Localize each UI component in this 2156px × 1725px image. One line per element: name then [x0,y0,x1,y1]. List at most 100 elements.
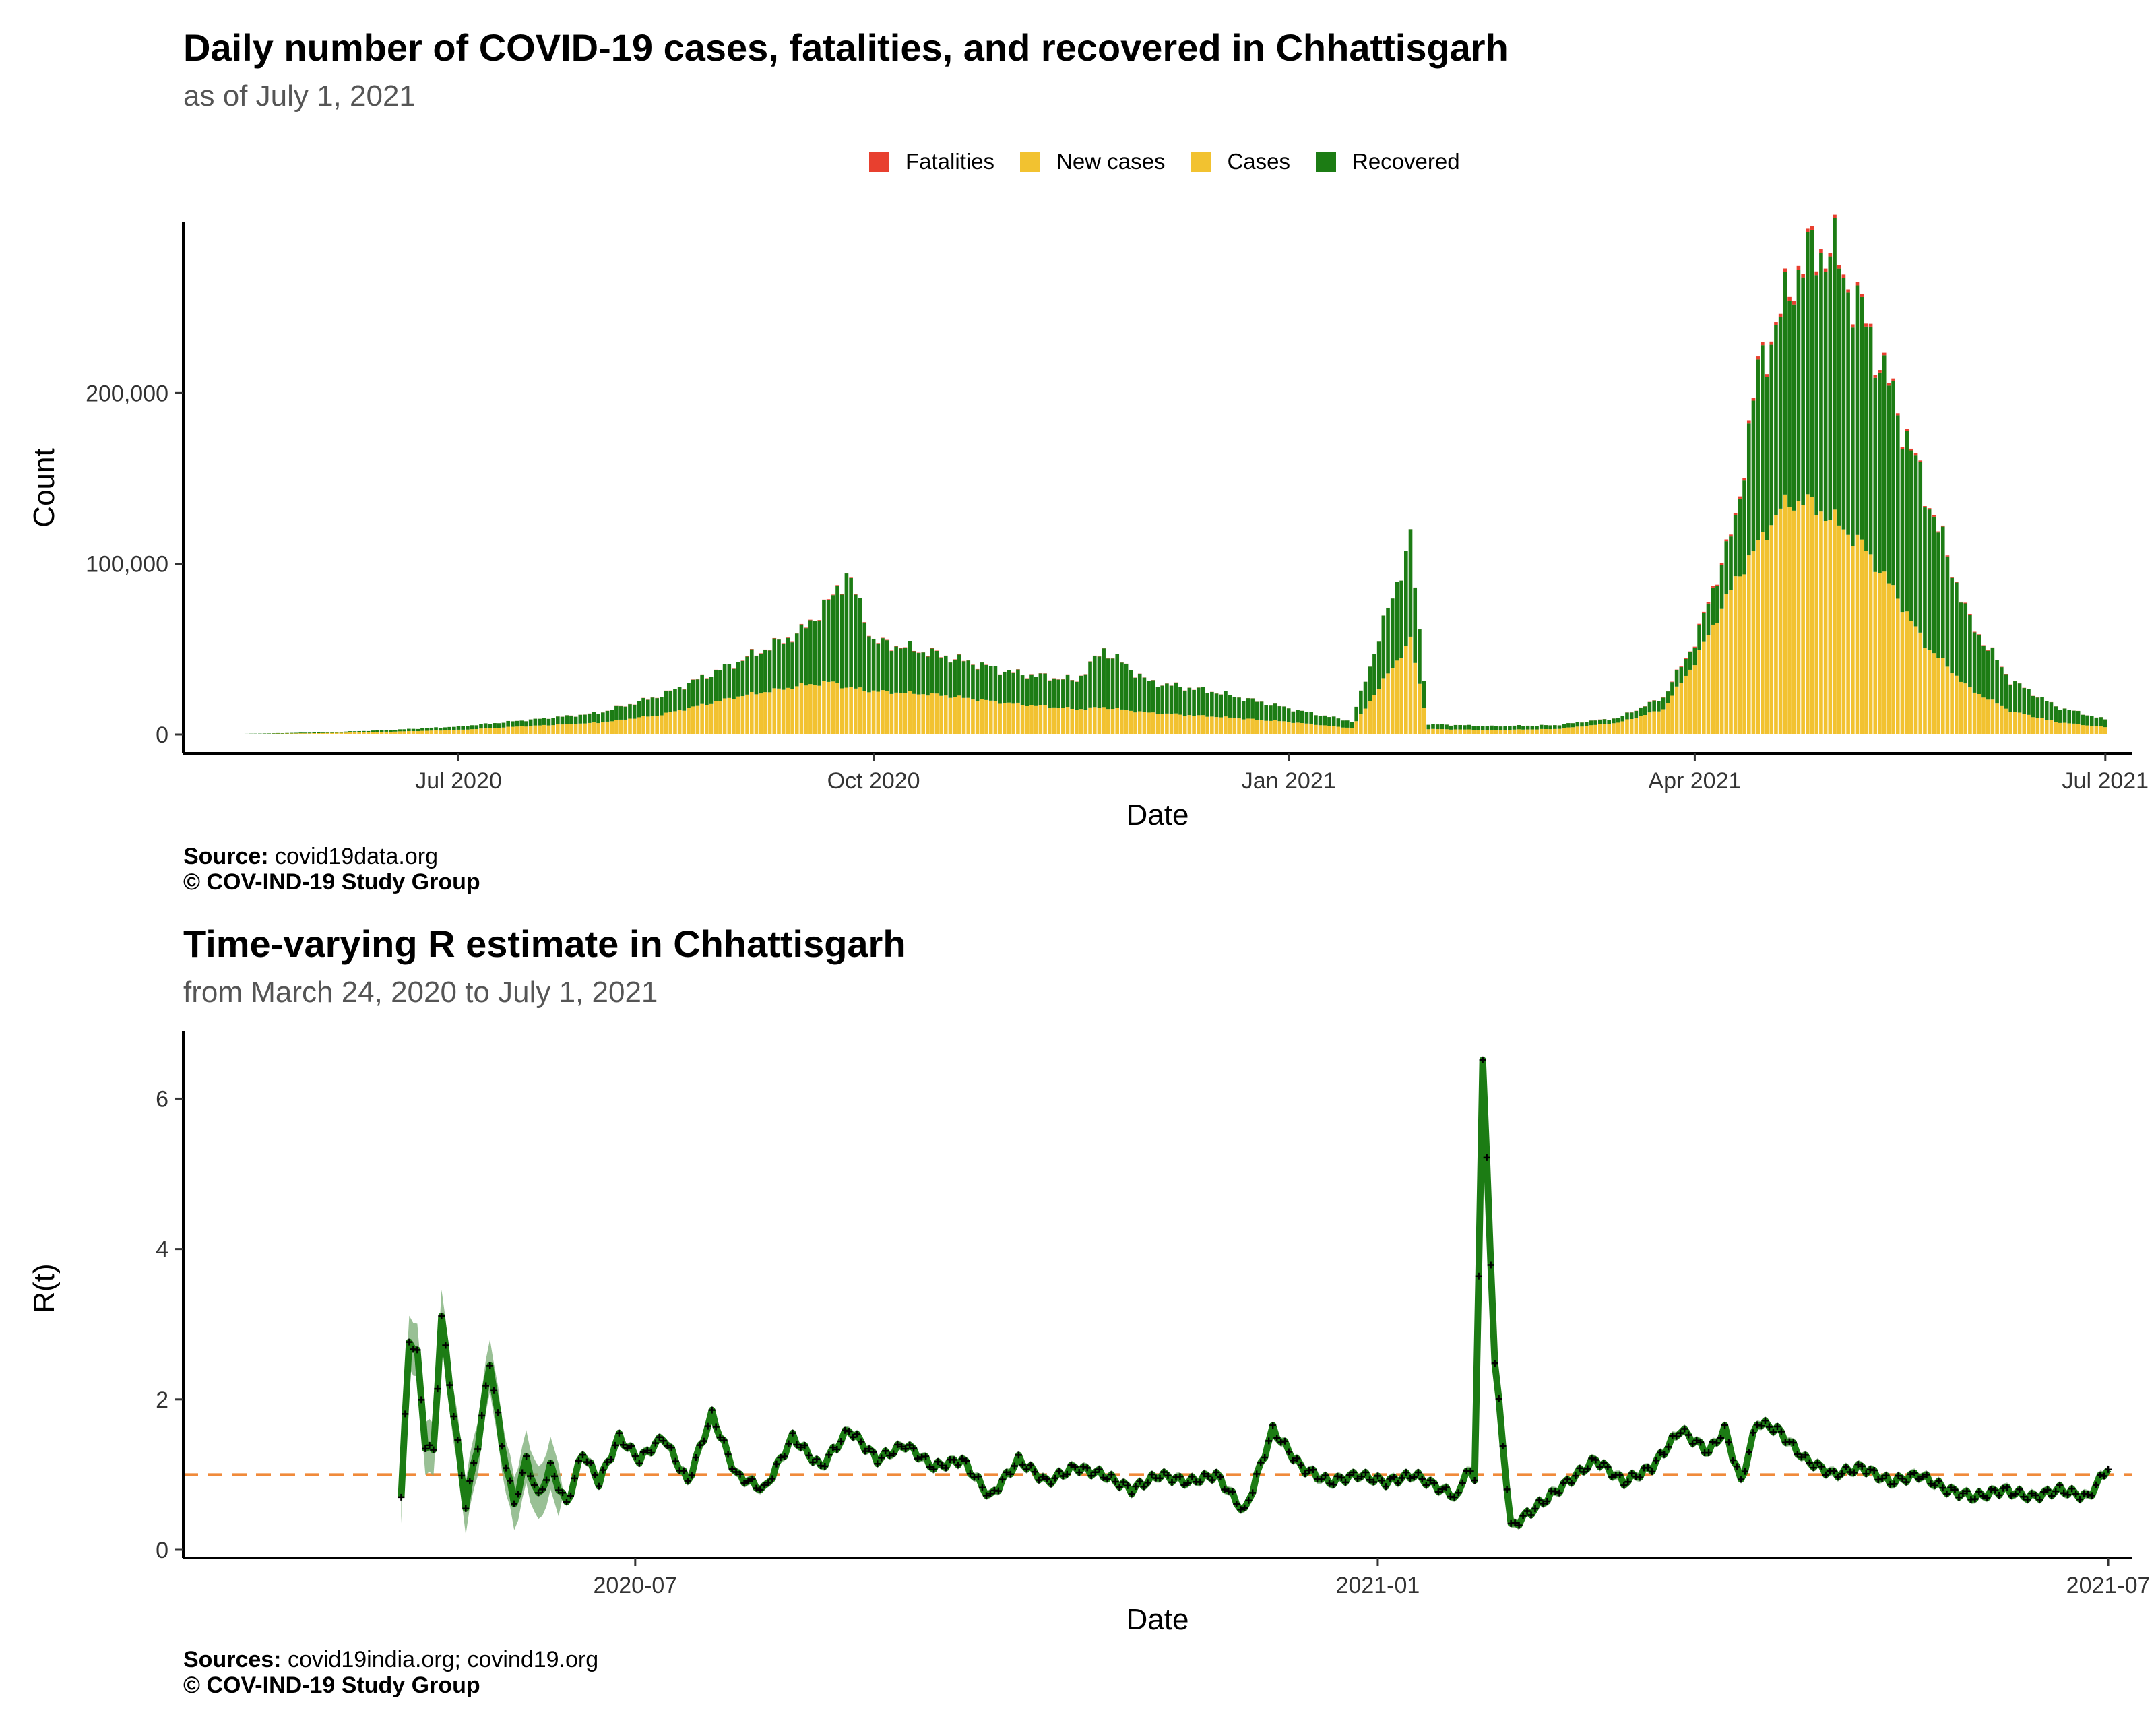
r-point [1882,1472,1890,1479]
bar-cases [1323,725,1327,734]
r-point [1866,1466,1874,1473]
bar-cases [1787,507,1792,734]
bar-cases [1115,708,1120,734]
bar-cases [817,685,822,734]
bar-recovered [1408,529,1413,637]
r-point [1031,1468,1038,1476]
bar-recovered [682,689,687,711]
bar-cases [1259,720,1264,734]
bar-fatalities [1864,323,1868,327]
r-point [1188,1473,1196,1480]
bar-recovered [407,728,411,731]
bar-cases [1783,494,1787,734]
r-point [1418,1476,1426,1483]
r-point [1677,1429,1684,1437]
legend-label-fatalities: Fatalities [906,149,995,174]
bar-recovered [786,637,790,688]
bar-recovered [569,715,573,724]
bar-fatalities [1711,586,1715,588]
r-point [1955,1494,1963,1501]
bar-recovered [438,728,443,731]
r-point [523,1453,530,1460]
chart1-title: Daily number of COVID-19 cases, fataliti… [183,26,1509,69]
bar-fatalities [876,643,881,644]
bar-cases [1612,723,1616,734]
r-point [801,1442,808,1449]
bar-recovered [1309,712,1314,724]
bar-recovered [1783,272,1787,495]
bar-cases [709,703,714,734]
r-point [1083,1464,1091,1472]
r-point [1459,1479,1466,1486]
bar-recovered [1738,498,1742,577]
r-point [1943,1490,1951,1497]
bar-recovered [1047,680,1052,708]
r-point [805,1451,813,1459]
r-point [680,1467,687,1474]
bar-recovered [1733,515,1738,577]
bar-recovered [1092,656,1097,708]
bar-recovered [1476,726,1480,730]
r-point [1911,1469,1918,1476]
bar-cases [1445,729,1449,734]
bar-cases [1440,729,1445,734]
r-point [422,1445,429,1452]
bar-recovered [1846,292,1850,535]
bar-recovered [1002,672,1007,703]
r-point [1051,1474,1058,1482]
bar-cases [1431,728,1435,734]
r-point [1988,1486,1995,1493]
bar-cases [1837,525,1841,734]
r-point [1584,1465,1591,1472]
bar-fatalities [1701,611,1706,613]
chart1-x-ticks: Jul 2020 Oct 2020 Jan 2021 Apr 2021 Jul 2021 [415,753,2149,794]
bar-recovered [1404,551,1408,646]
bar-cases [1129,710,1133,734]
r-point [1241,1504,1248,1511]
bar-fatalities [1697,623,1701,625]
bar-fatalities [1918,460,1923,462]
r-point [672,1457,679,1465]
bar-recovered [1769,344,1774,526]
bar-cases [600,722,605,734]
bar-cases [2022,714,2027,734]
bar-cases [727,697,732,734]
bar-recovered [1905,431,1909,612]
x-tick-label: 2020-07 [593,1573,677,1598]
bar-cases [483,728,488,734]
bar-recovered [1259,701,1264,720]
bar-recovered [1025,678,1029,706]
r-point [1164,1472,1172,1479]
bar-cases [980,699,984,734]
bar-cases [596,723,600,734]
bar-recovered [1796,270,1801,501]
bar-recovered [839,594,844,689]
bar-recovered [835,586,839,683]
bar-cases [1792,510,1796,734]
bar-recovered [1661,697,1666,710]
bar-recovered [740,660,745,697]
chart2-source-text: covid19india.org; covind19.org [281,1647,599,1672]
bar-fatalities [1999,666,2004,668]
bar-recovered [1688,652,1692,670]
bar-cases [325,732,330,734]
bar-cases [921,694,926,734]
y-tick-label: 100,000 [86,552,168,577]
r-point [1673,1433,1680,1440]
bar-cases [1674,686,1679,734]
r-point [1394,1480,1401,1487]
r-point [1217,1473,1224,1480]
bar-recovered [1913,455,1918,627]
bar-cases [407,730,411,734]
bar-cases [718,701,722,734]
r-point [1971,1495,1979,1503]
bar-fatalities [1806,228,1810,232]
bar-cases [1959,681,1963,734]
bar-cases [794,686,799,734]
r-point [1346,1472,1354,1479]
bar-cases [912,693,916,734]
r-point [1568,1480,1575,1487]
r-point [1588,1455,1595,1462]
bar-recovered [1088,661,1092,708]
r-point [2085,1491,2092,1498]
